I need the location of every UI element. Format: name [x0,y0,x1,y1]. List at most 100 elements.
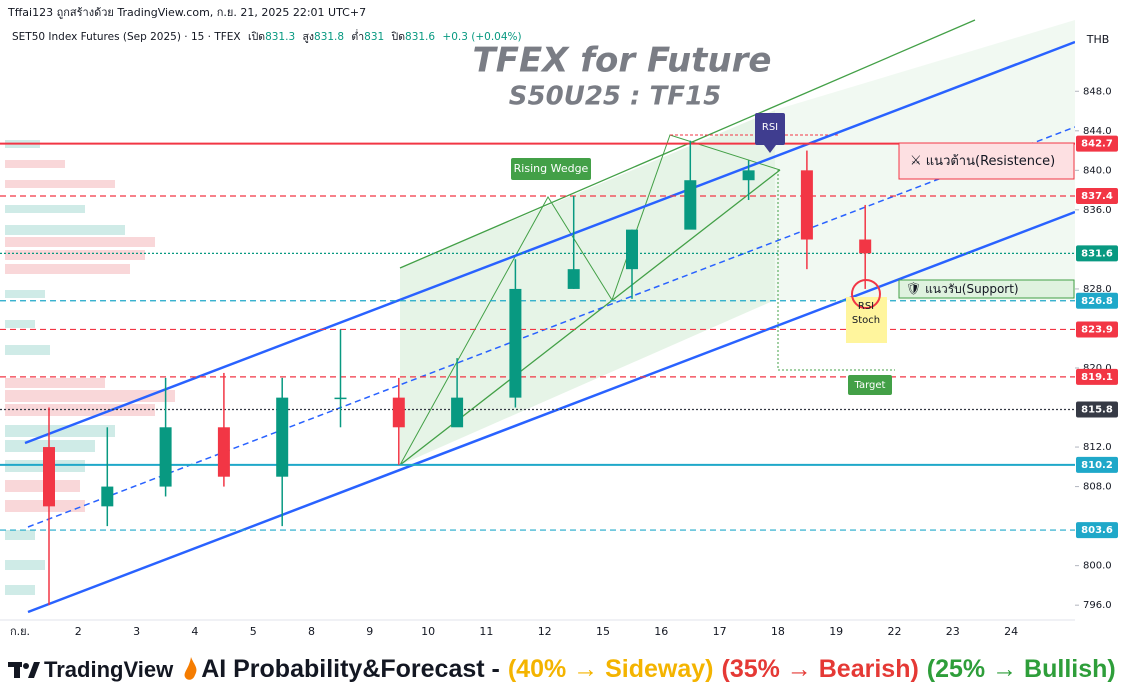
x-tick-label: 2 [75,625,82,638]
brand-logo [8,661,40,678]
resistance-text: แนวต้าน(Resistence) [926,154,1055,169]
x-tick-label: 10 [421,625,435,638]
y-tick-label: 828.0 [1083,284,1112,295]
high: 831.8 [314,31,344,43]
candle-body [217,427,230,477]
rsi-badge [755,113,785,145]
stoch-circle [851,279,881,309]
x-tick-label: 22 [888,625,902,638]
rsi-label: RSI [762,122,778,133]
wedge-label: Rising Wedge [514,162,589,175]
candle-body [567,269,580,289]
candle-body [859,239,872,254]
y-tick-label: 820.0 [1083,363,1112,374]
symbol-meta: · 15 · TFEX [184,31,240,43]
symbol: SET50 Index Futures (Sep 2025) [12,31,181,43]
x-tick-label: 24 [1004,625,1018,638]
support-text: แนวรับ(Support) [925,282,1019,296]
price-badge-label: 837.4 [1081,191,1113,202]
rsi-pointer [764,145,776,153]
price-badge [1076,456,1118,473]
candle-body [334,397,347,400]
target-label: Target [854,380,886,391]
channel-mid [27,126,1076,528]
price-badge [1076,188,1118,205]
price-badge-label: 803.6 [1081,525,1113,536]
y-tick-label: 808.0 [1083,482,1112,493]
wedge-line [399,169,781,466]
change: +0.3 (+0.04%) [442,31,521,43]
sideway: (40% → Sideway) [507,655,714,683]
candle-body [684,180,697,230]
candle-body [800,170,813,240]
price-badge-label: 819.1 [1081,372,1113,383]
x-tick-label: 16 [654,625,668,638]
candle-body [276,397,289,477]
resistance-box [898,142,1075,180]
x-tick-label: 17 [713,625,727,638]
y-tick-label: 844.0 [1083,126,1112,137]
price-badge [1076,245,1118,262]
price-badge [1076,321,1118,338]
price-badge-label: 810.2 [1081,460,1113,471]
price-badge-label: 823.9 [1081,324,1113,335]
currency: THB [1086,33,1110,46]
target-badge [848,375,892,395]
candle-body [626,229,638,270]
wedge-area [400,110,775,465]
y-tick-label: 800.0 [1083,561,1112,572]
headline: AI Probability&Forecast - [201,655,500,683]
stoch-box [846,297,887,343]
support-box [898,279,1075,299]
target-path [777,170,895,371]
y-tick-label: 812.0 [1083,442,1112,453]
stoch-rsi: RSI [858,301,874,312]
x-tick-label: 15 [596,625,610,638]
channel-lower [27,210,1076,614]
resistance-label: ⚔ แนวต้าน(Resistence) [910,154,1055,169]
chart-subtitle: S50U25 : TF15 [509,82,721,112]
x-tick-label: 9 [366,625,373,638]
brand: TradingView [44,656,174,682]
credit: Tffai123 ถูกสร้างด้วย TradingView.com, ก… [7,6,366,19]
chart: THB Tffai123 ถูกสร้างด้วย TradingView.co… [0,0,1129,638]
price-axis [1075,0,1129,620]
price-badge-label: 815.8 [1081,404,1113,415]
footer: TradingView AI Probability&Forecast - (4… [0,642,1129,697]
x-tick-label: 19 [829,625,843,638]
stoch-label: Stoch [852,315,880,326]
close-label: ปิด [391,31,405,43]
open: 831.3 [265,31,295,43]
high-label: สูง [302,31,314,43]
y-tick-label: 796.0 [1083,600,1112,611]
x-tick-label: 23 [946,625,960,638]
legend-line: SET50 Index Futures (Sep 2025) · 15 · TF… [12,29,522,43]
x-tick-label: 18 [771,625,785,638]
bullish: (25% → Bullish) [926,655,1116,683]
candles [43,140,872,606]
low: 831 [364,31,384,43]
price-badge-label: 842.7 [1081,139,1113,150]
bearish: (35% → Bearish) [721,655,919,683]
candle-body [392,397,405,428]
chart-title: TFEX for Future [473,41,772,81]
y-tick-label: 840.0 [1083,165,1112,176]
candle-body [509,288,522,398]
low-label: ต่ำ [351,29,364,43]
wave-line [399,134,781,466]
price-badge [1076,401,1118,418]
price-badge-label: 831.6 [1081,248,1113,259]
price-badge-label: 826.8 [1081,296,1113,307]
price-badge [1076,368,1118,385]
x-tick-label: ก.ย. [10,625,30,638]
levels [0,142,1075,531]
candle-body [43,447,55,507]
price-badge [1076,522,1118,539]
x-tick-label: 5 [250,625,257,638]
x-tick-label: 12 [538,625,552,638]
x-tick-label: 11 [479,625,493,638]
flame-icon [184,656,197,680]
wedge-badge [511,158,591,180]
y-tick-label: 836.0 [1083,205,1112,216]
